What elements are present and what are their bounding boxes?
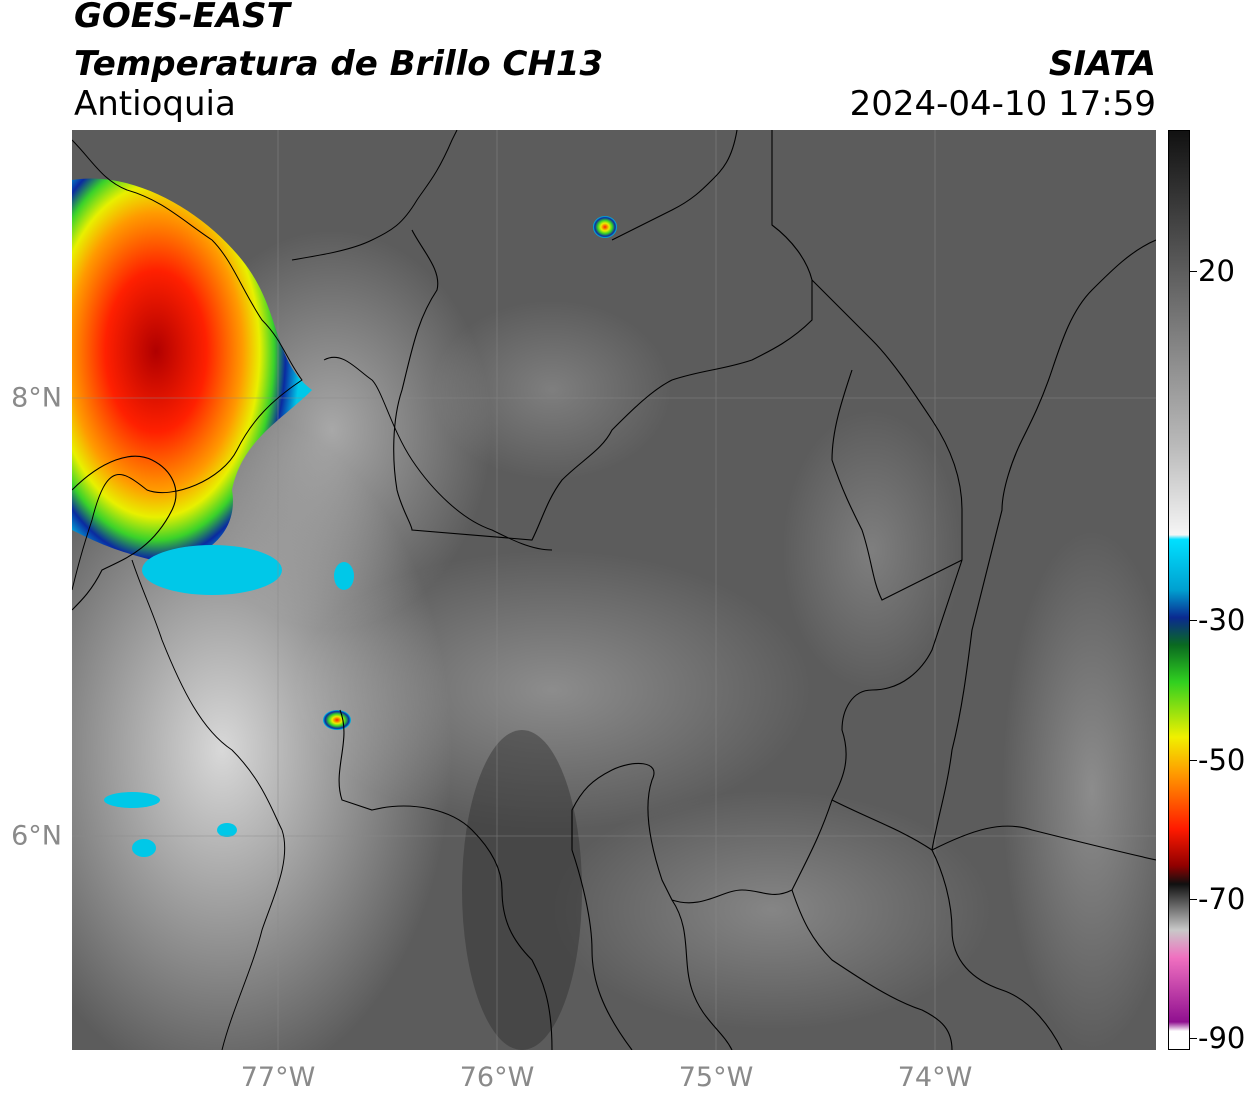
colorbar-tick-mark [1190, 1038, 1197, 1039]
colorbar-label-minus30: -30 [1198, 603, 1246, 637]
satellite-title: GOES-EAST [74, 0, 290, 36]
colorbar-tick-mark [1190, 760, 1197, 761]
colorbar-gradient [1168, 130, 1190, 1050]
colorbar-tick-mark [1190, 620, 1197, 621]
colorbar-tick-mark [1190, 271, 1197, 272]
lon-tick-75w: 75°W [678, 1062, 754, 1093]
colorbar-label-minus50: -50 [1198, 743, 1246, 777]
colorbar-label-minus70: -70 [1198, 882, 1246, 916]
political-boundaries [72, 130, 1156, 1050]
colorbar-label-20: 20 [1198, 254, 1235, 288]
lat-tick-8n: 8°N [11, 382, 62, 414]
organization-label: SIATA [1048, 44, 1156, 84]
lon-tick-76w: 76°W [459, 1062, 535, 1093]
timestamp-label: 2024-04-10 17:59 [849, 84, 1156, 124]
lat-tick-6n: 6°N [11, 820, 62, 852]
satellite-map [72, 130, 1156, 1050]
colorbar-tick-mark [1190, 899, 1197, 900]
colorbar [1168, 130, 1190, 1050]
region-subtitle: Antioquia [74, 84, 236, 124]
map-canvas [72, 130, 1156, 1050]
lon-tick-77w: 77°W [240, 1062, 316, 1093]
cold-cloud-tops [72, 178, 617, 857]
lon-tick-74w: 74°W [897, 1062, 973, 1093]
product-title: Temperatura de Brillo CH13 [74, 44, 604, 84]
colorbar-label-minus90: -90 [1198, 1021, 1246, 1055]
